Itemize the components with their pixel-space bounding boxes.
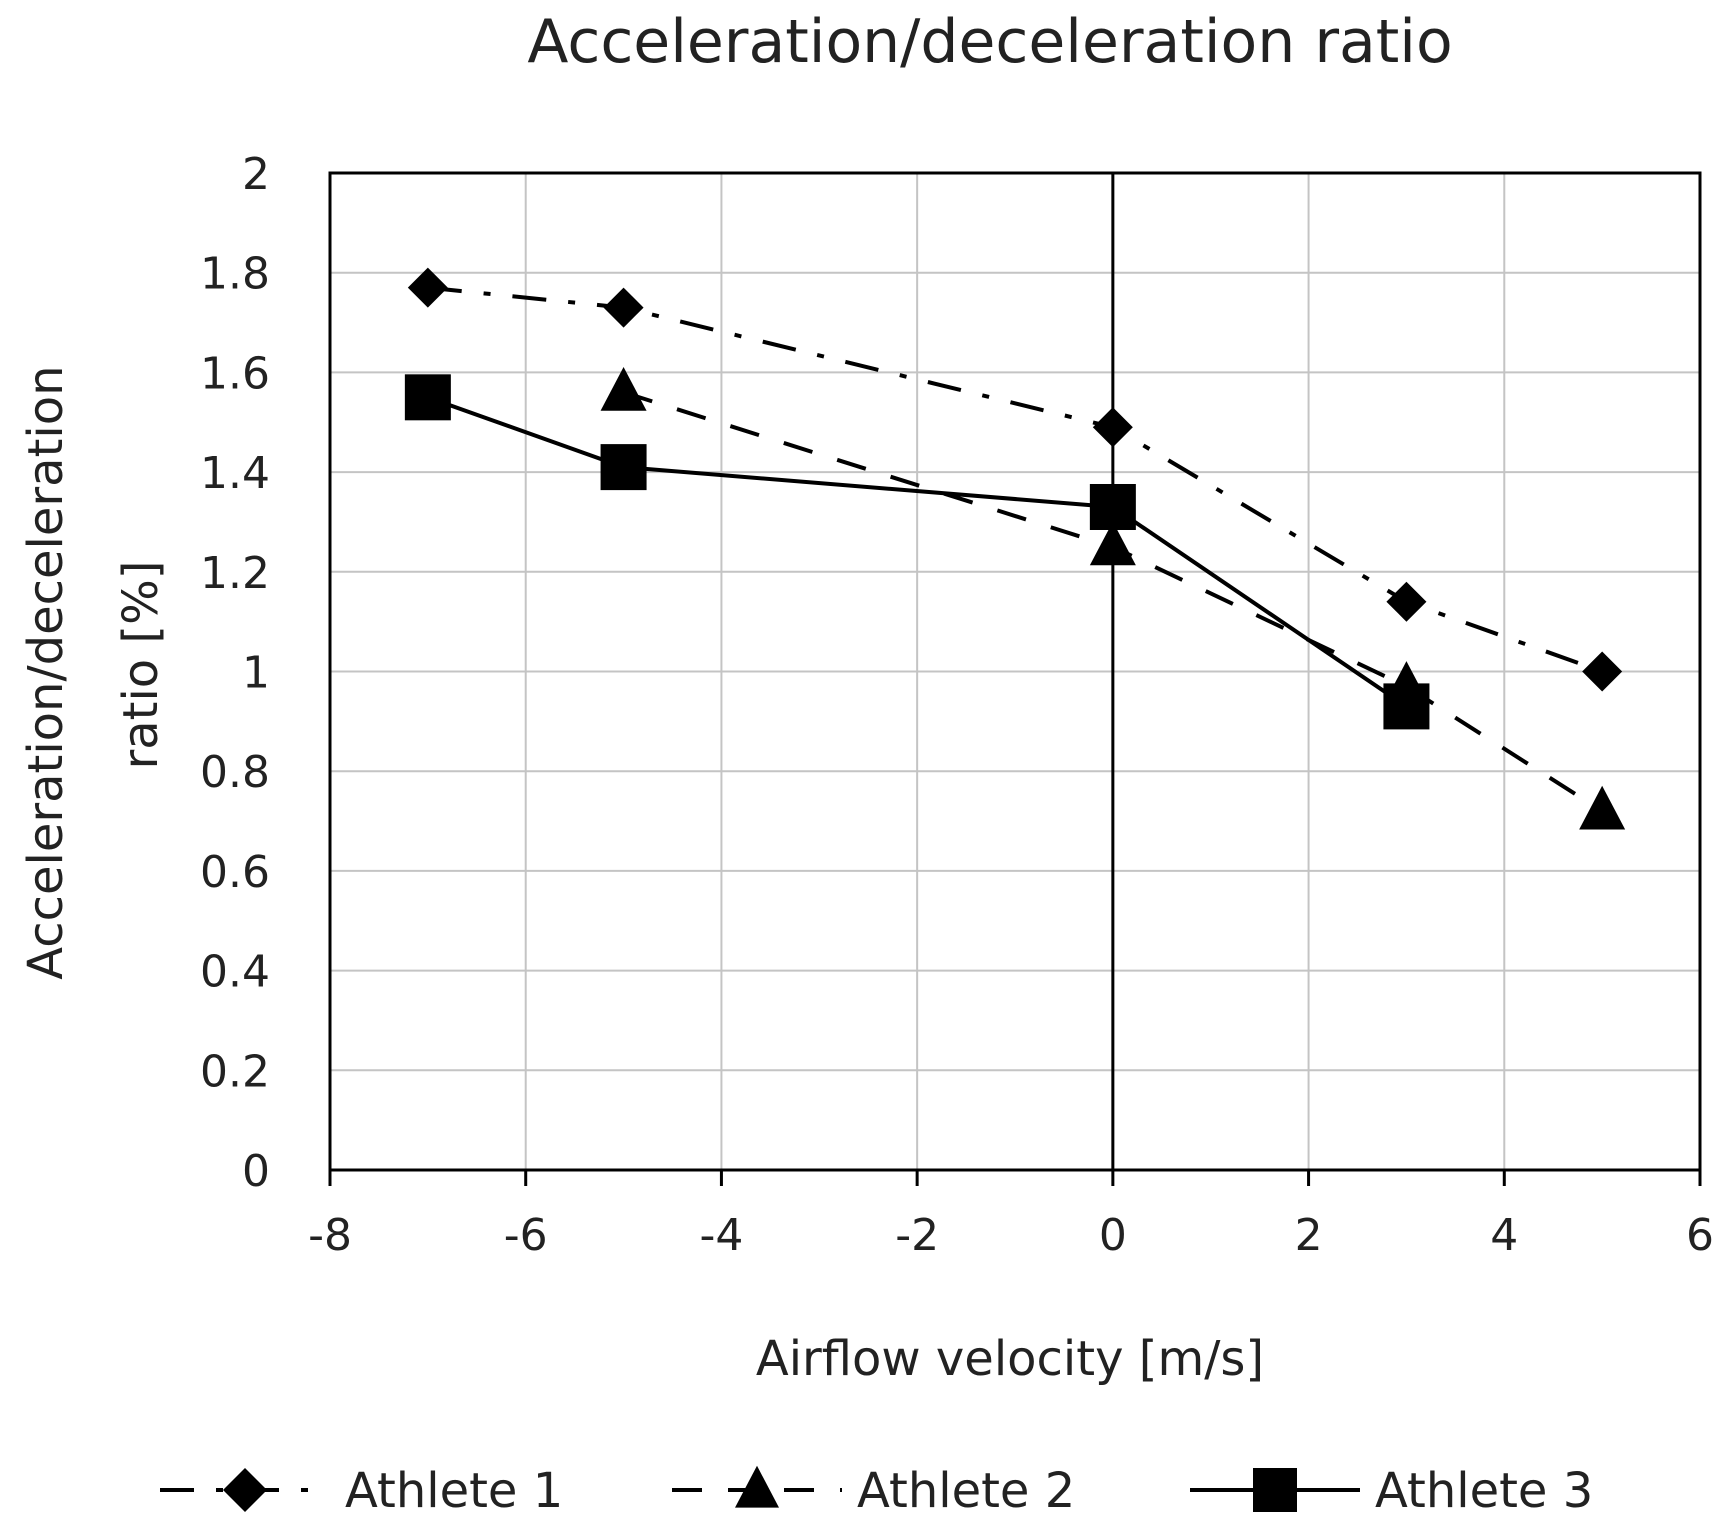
x-tick-label-4: 0 xyxy=(1099,1210,1127,1261)
y-axis-label: Acceleration/deceleration ratio [%] xyxy=(18,350,169,980)
y-tick-label-10: 2 xyxy=(242,149,270,200)
y-tick-label-9: 1.8 xyxy=(200,249,270,300)
y-tick-label-6: 1.2 xyxy=(200,548,270,599)
grid xyxy=(329,172,1701,1171)
legend-marker-athlete-2 xyxy=(735,1465,779,1508)
data-point-athlete-3-0 xyxy=(404,374,451,421)
x-tick-label-2: -4 xyxy=(699,1210,743,1261)
axes xyxy=(328,171,1702,1186)
data-point-athlete-2-0 xyxy=(600,367,647,411)
legend-label-athlete-2: Athlete 2 xyxy=(857,1463,1075,1519)
data-point-athlete-2-3 xyxy=(1579,785,1626,830)
data-point-athlete-1-4 xyxy=(1582,651,1623,692)
x-tick-label-1: -6 xyxy=(504,1210,548,1261)
data-point-athlete-2-1 xyxy=(1089,521,1136,566)
y-tick-label-8: 1.6 xyxy=(200,348,270,399)
y-tick-label-7: 1.4 xyxy=(200,448,270,499)
x-tick-label-3: -2 xyxy=(895,1210,939,1261)
legend-marker-athlete-1 xyxy=(223,1468,267,1512)
legend-label-athlete-1: Athlete 1 xyxy=(345,1463,563,1519)
x-tick-label-5: 2 xyxy=(1295,1210,1323,1261)
data-point-athlete-3-1 xyxy=(600,444,647,491)
y-tick-label-3: 0.6 xyxy=(200,847,270,898)
data-point-athlete-3-3 xyxy=(1383,683,1430,730)
legend-marker-athlete-3 xyxy=(1253,1468,1297,1512)
y-tick-label-2: 0.4 xyxy=(200,947,270,998)
legend-label-athlete-3: Athlete 3 xyxy=(1375,1463,1593,1519)
data-point-athlete-1-3 xyxy=(1386,581,1427,622)
legend: Athlete 1 Athlete 2 Athlete 3 xyxy=(160,1463,1593,1519)
y-axis-label-line-2: ratio [%] xyxy=(113,561,169,770)
y-axis-label-line-1: Acceleration/deceleration xyxy=(18,365,74,979)
x-tick-label-0: -8 xyxy=(308,1210,352,1261)
y-tick-label-1: 0.2 xyxy=(200,1046,270,1097)
series-group xyxy=(404,267,1626,830)
series-line-athlete-2 xyxy=(622,390,1604,813)
data-point-athlete-1-0 xyxy=(407,267,448,308)
plot-frame xyxy=(328,171,1702,1172)
data-point-athlete-3-2 xyxy=(1089,483,1136,530)
data-point-athlete-1-2 xyxy=(1092,407,1133,448)
data-point-athlete-1-1 xyxy=(603,287,644,328)
x-tick-label-6: 4 xyxy=(1490,1210,1518,1261)
y-tick-label-5: 1 xyxy=(242,648,270,699)
tick-labels: -8 -6 -4 -2 0 2 4 6 0 0.2 0.4 0.6 0.8 1 1.2 1.4 1.6 1.8 2 xyxy=(200,149,1714,1261)
y-tick-label-0: 0 xyxy=(242,1146,270,1197)
chart-title: Acceleration/deceleration ratio xyxy=(527,7,1452,77)
series-line-athlete-3 xyxy=(427,395,1408,709)
x-tick-label-7: 6 xyxy=(1686,1210,1714,1261)
y-tick-label-4: 0.8 xyxy=(200,747,270,798)
x-axis-label: Airflow velocity [m/s] xyxy=(756,1331,1264,1387)
